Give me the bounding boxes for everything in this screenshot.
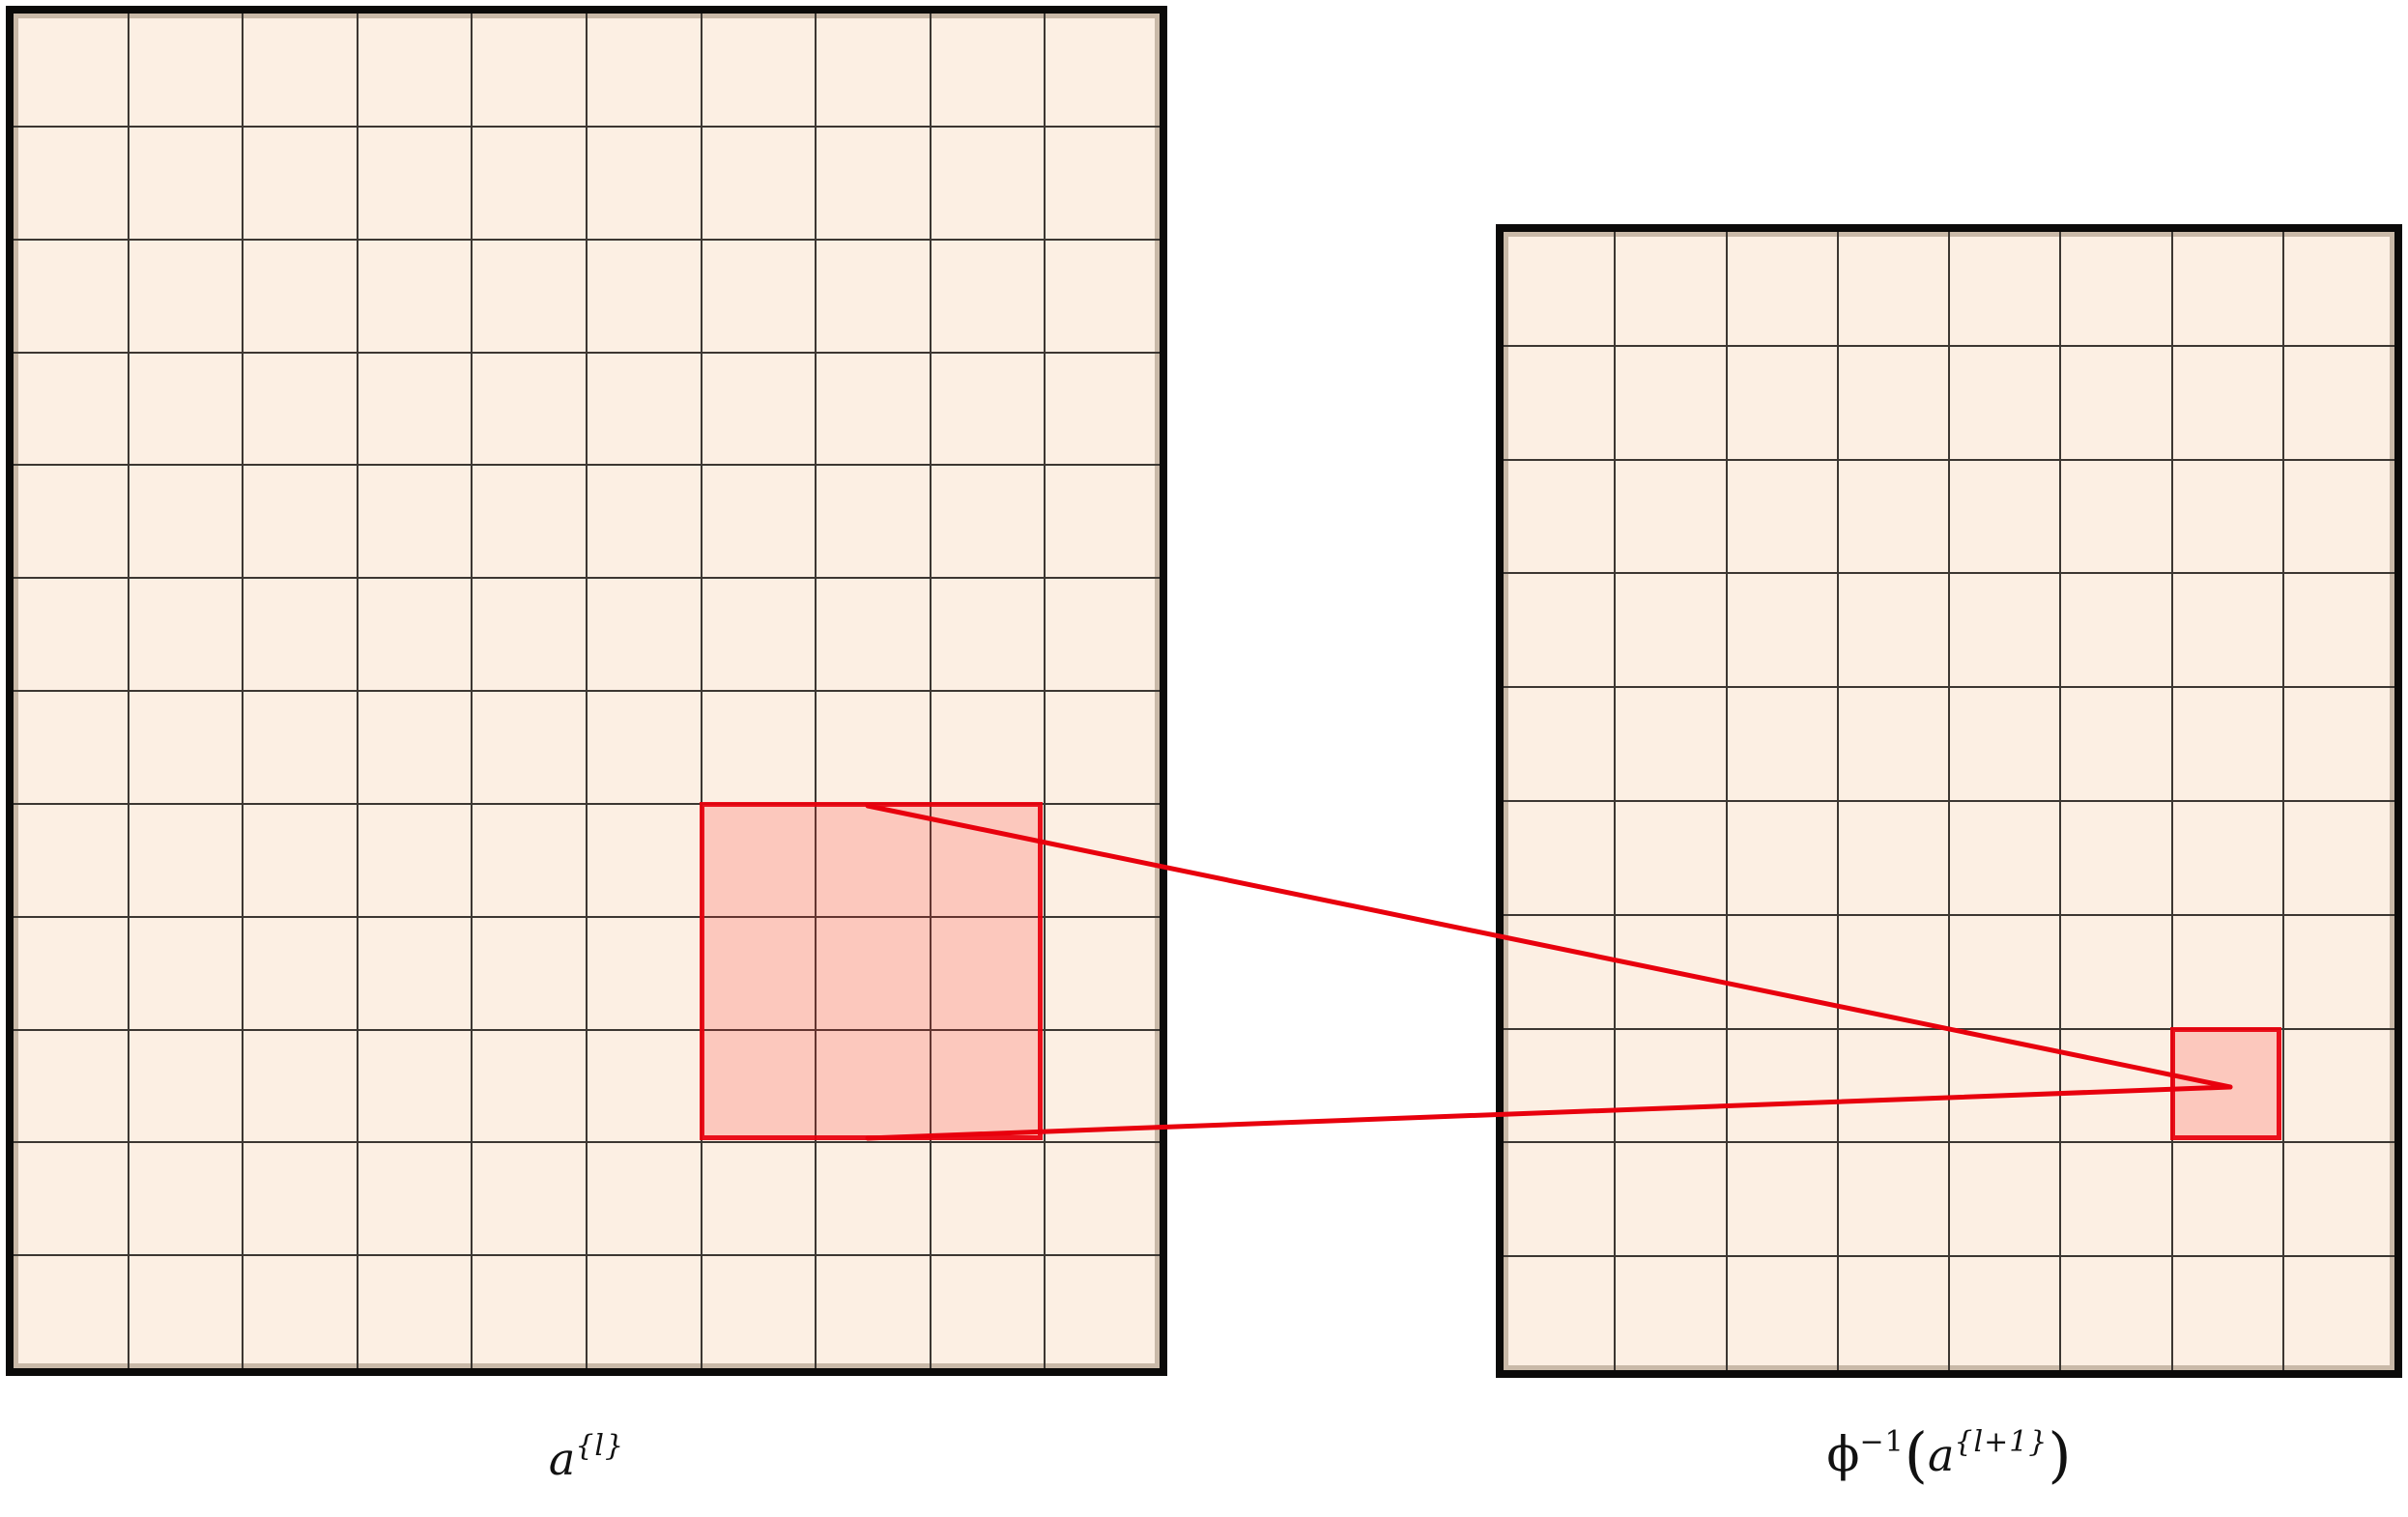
grid-line-horizontal <box>1504 1141 2394 1144</box>
grid-line-horizontal <box>1504 686 2394 689</box>
right-label-superscript: {l+1} <box>1954 1425 2049 1459</box>
right-cell-highlight <box>2169 1026 2281 1141</box>
left-label-base: a <box>548 1433 576 1485</box>
grid-line-horizontal <box>1504 572 2394 575</box>
right-label-base: a <box>1927 1429 1955 1481</box>
grid-line-horizontal <box>14 464 1160 467</box>
right-label-open-paren: ( <box>1904 1419 1928 1490</box>
grid-line-horizontal <box>14 1028 1160 1031</box>
grid-line-horizontal <box>14 1141 1160 1144</box>
grid-line-horizontal <box>14 238 1160 241</box>
left-grid-label: a{l} <box>549 1430 624 1484</box>
grid-line-horizontal <box>14 690 1160 692</box>
right-label-phi: ϕ <box>1826 1426 1860 1482</box>
right-grid-label: ϕ−1(a{l+1}) <box>1826 1419 2072 1490</box>
grid-line-horizontal <box>14 915 1160 918</box>
right-label-close-paren: ) <box>2048 1419 2072 1490</box>
left-receptive-field-highlight <box>699 801 1044 1141</box>
grid-line-horizontal <box>1504 344 2394 347</box>
grid-line-horizontal <box>1504 1255 2394 1258</box>
grid-line-horizontal <box>1504 458 2394 461</box>
grid-line-horizontal <box>1504 913 2394 916</box>
right-grid-cells <box>1504 232 2394 1370</box>
grid-line-horizontal <box>14 351 1160 354</box>
left-label-superscript: {l} <box>575 1429 625 1463</box>
left-grid-cells <box>14 14 1160 1368</box>
right-grid <box>1496 224 2402 1378</box>
left-grid <box>6 6 1167 1376</box>
grid-line-horizontal <box>14 1254 1160 1257</box>
grid-line-horizontal <box>14 802 1160 805</box>
grid-line-horizontal <box>1504 800 2394 802</box>
grid-line-horizontal <box>14 125 1160 128</box>
right-label-inverse-superscript: −1 <box>1859 1425 1905 1459</box>
grid-line-horizontal <box>14 577 1160 580</box>
